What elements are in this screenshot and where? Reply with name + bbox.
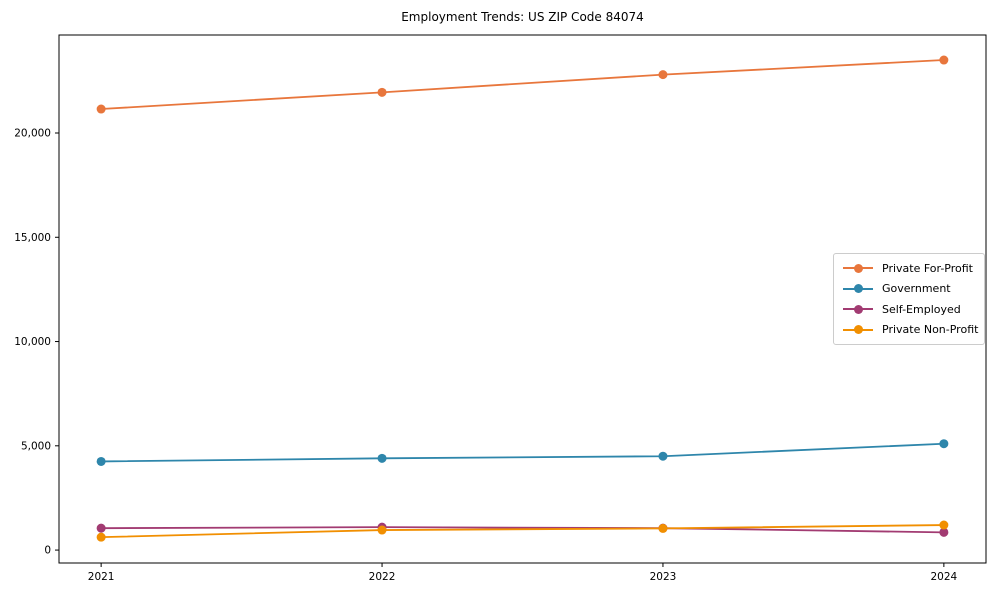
- x-axis-tick-label: 2021: [88, 571, 115, 583]
- legend-line-marker-icon: [843, 325, 873, 335]
- legend-sample-dot: [853, 284, 863, 294]
- legend-sample-dot: [853, 263, 863, 273]
- data-point-marker-private-for-profit: [658, 70, 668, 80]
- legend-line-marker-icon: [843, 263, 873, 273]
- y-axis-tick-label: 5,000: [21, 440, 51, 452]
- legend-sample-dot: [853, 304, 863, 314]
- data-point-marker-government: [96, 456, 106, 466]
- series-line-self-employed: [101, 526, 944, 534]
- data-point-marker-self-employed: [939, 527, 949, 537]
- plot-frame: [58, 34, 987, 564]
- data-point-marker-government: [939, 439, 949, 449]
- legend-item-self-employed: Self-Employed: [843, 299, 976, 320]
- y-axis-tick-label: 20,000: [14, 128, 51, 140]
- legend-label: Private Non-Profit: [882, 323, 979, 337]
- y-axis-tick-label: 0: [44, 545, 51, 557]
- legend-item-private-for-profit: Private For-Profit: [843, 258, 976, 279]
- legend-label: Private For-Profit: [882, 261, 973, 275]
- data-point-marker-private-for-profit: [939, 55, 949, 65]
- data-point-marker-private-for-profit: [96, 104, 106, 114]
- legend-label: Government: [882, 282, 951, 296]
- y-axis-tick-label: 10,000: [14, 336, 51, 348]
- legend-item-private-non-profit: Private Non-Profit: [843, 320, 979, 341]
- data-point-marker-government: [658, 451, 668, 461]
- legend-label: Self-Employed: [882, 302, 961, 316]
- data-point-marker-private-non-profit: [658, 523, 668, 533]
- data-point-marker-self-employed: [96, 523, 106, 533]
- data-point-marker-private-non-profit: [939, 520, 949, 530]
- series-line-private-non-profit: [101, 524, 944, 539]
- series-line-private-for-profit: [101, 59, 944, 110]
- legend-item-government: Government: [843, 279, 976, 300]
- series-line-government: [101, 442, 944, 463]
- chart-title: Employment Trends: US ZIP Code 84074: [401, 10, 644, 24]
- data-point-marker-private-for-profit: [377, 87, 387, 97]
- x-axis-tick-label: 2024: [930, 571, 957, 583]
- data-point-marker-private-non-profit: [377, 525, 387, 535]
- legend-line-marker-icon: [843, 304, 873, 314]
- legend-sample-dot: [853, 325, 863, 335]
- data-point-marker-government: [377, 453, 387, 463]
- legend: Private For-Profit Government Self-Employe…: [833, 253, 985, 345]
- y-axis-tick-label: 15,000: [14, 232, 51, 244]
- legend-line-marker-icon: [843, 284, 873, 294]
- x-axis-tick-label: 2023: [650, 571, 677, 583]
- x-axis-tick-label: 2022: [369, 571, 396, 583]
- data-point-marker-private-non-profit: [96, 532, 106, 542]
